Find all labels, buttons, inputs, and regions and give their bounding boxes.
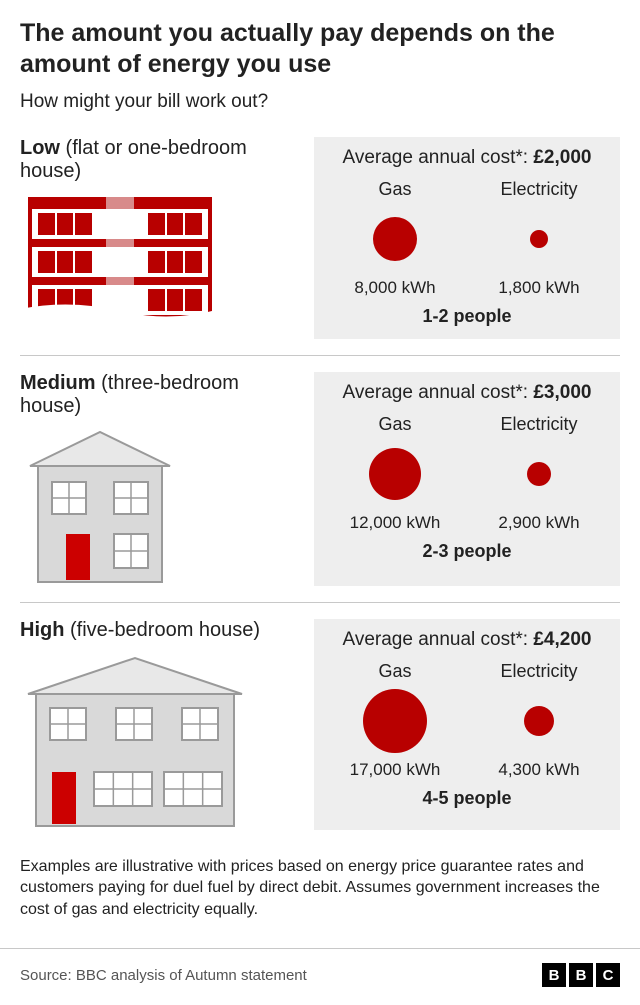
gas-bubble bbox=[363, 689, 427, 753]
elec-column: Electricity 2,900 kWh bbox=[470, 414, 608, 533]
tier-label: Low (flat or one-bedroom house) bbox=[20, 137, 300, 183]
page-subtitle: How might your bill work out? bbox=[20, 91, 620, 113]
elec-kwh: 1,800 kWh bbox=[498, 278, 579, 298]
bbc-block: B bbox=[542, 963, 566, 987]
gas-bubble bbox=[369, 448, 421, 500]
bbc-logo: BBC bbox=[542, 963, 620, 987]
gas-kwh: 17,000 kWh bbox=[350, 760, 441, 780]
source-text: Source: BBC analysis of Autumn statement bbox=[20, 967, 307, 984]
tier-label: Medium (three-bedroom house) bbox=[20, 372, 300, 418]
people-count: 4-5 people bbox=[326, 788, 608, 809]
flat-icon bbox=[20, 191, 220, 331]
page-title: The amount you actually pay depends on t… bbox=[20, 18, 620, 81]
people-count: 1-2 people bbox=[326, 306, 608, 327]
gas-kwh: 8,000 kWh bbox=[354, 278, 435, 298]
elec-bubble bbox=[530, 230, 548, 248]
gas-column: Gas 8,000 kWh bbox=[326, 179, 464, 298]
elec-kwh: 4,300 kWh bbox=[498, 760, 579, 780]
elec-label: Electricity bbox=[500, 661, 577, 682]
house-large-icon bbox=[20, 650, 250, 830]
cost-prefix: Average annual cost*: bbox=[343, 629, 534, 650]
cost-value: £4,200 bbox=[533, 629, 591, 650]
house-illustration bbox=[20, 650, 300, 830]
elec-column: Electricity 4,300 kWh bbox=[470, 661, 608, 780]
tier-label: High (five-bedroom house) bbox=[20, 619, 300, 642]
cost-prefix: Average annual cost*: bbox=[343, 147, 534, 168]
elec-label: Electricity bbox=[500, 414, 577, 435]
elec-kwh: 2,900 kWh bbox=[498, 513, 579, 533]
tier-label-bold: High bbox=[20, 619, 64, 641]
cost-value: £2,000 bbox=[533, 147, 591, 168]
cost-line: Average annual cost*: £2,000 bbox=[326, 147, 608, 169]
cost-panel: Average annual cost*: £3,000 Gas 12,000 … bbox=[314, 372, 620, 586]
gas-column: Gas 12,000 kWh bbox=[326, 414, 464, 533]
house-illustration bbox=[20, 191, 300, 331]
cost-panel: Average annual cost*: £4,200 Gas 17,000 … bbox=[314, 619, 620, 830]
cost-prefix: Average annual cost*: bbox=[343, 382, 534, 403]
gas-bubble bbox=[373, 217, 417, 261]
tier-high: High (five-bedroom house) Average annual… bbox=[20, 602, 620, 846]
tier-label-bold: Medium bbox=[20, 372, 96, 394]
gas-column: Gas 17,000 kWh bbox=[326, 661, 464, 780]
house-medium-icon bbox=[20, 426, 180, 586]
tier-medium: Medium (three-bedroom house) Average ann… bbox=[20, 355, 620, 602]
gas-label: Gas bbox=[378, 179, 411, 200]
gas-label: Gas bbox=[378, 414, 411, 435]
elec-label: Electricity bbox=[500, 179, 577, 200]
cost-value: £3,000 bbox=[533, 382, 591, 403]
elec-column: Electricity 1,800 kWh bbox=[470, 179, 608, 298]
cost-line: Average annual cost*: £4,200 bbox=[326, 629, 608, 651]
people-count: 2-3 people bbox=[326, 541, 608, 562]
bbc-block: C bbox=[596, 963, 620, 987]
elec-bubble bbox=[527, 462, 551, 486]
bbc-block: B bbox=[569, 963, 593, 987]
tier-low: Low (flat or one-bedroom house) Averag bbox=[20, 131, 620, 355]
gas-kwh: 12,000 kWh bbox=[350, 513, 441, 533]
cost-line: Average annual cost*: £3,000 bbox=[326, 382, 608, 404]
gas-label: Gas bbox=[378, 661, 411, 682]
footnote-text: Examples are illustrative with prices ba… bbox=[20, 846, 620, 921]
tier-label-bold: Low bbox=[20, 137, 60, 159]
tier-label-rest: (five-bedroom house) bbox=[64, 619, 260, 641]
cost-panel: Average annual cost*: £2,000 Gas 8,000 k… bbox=[314, 137, 620, 339]
house-illustration bbox=[20, 426, 300, 586]
elec-bubble bbox=[524, 706, 554, 736]
